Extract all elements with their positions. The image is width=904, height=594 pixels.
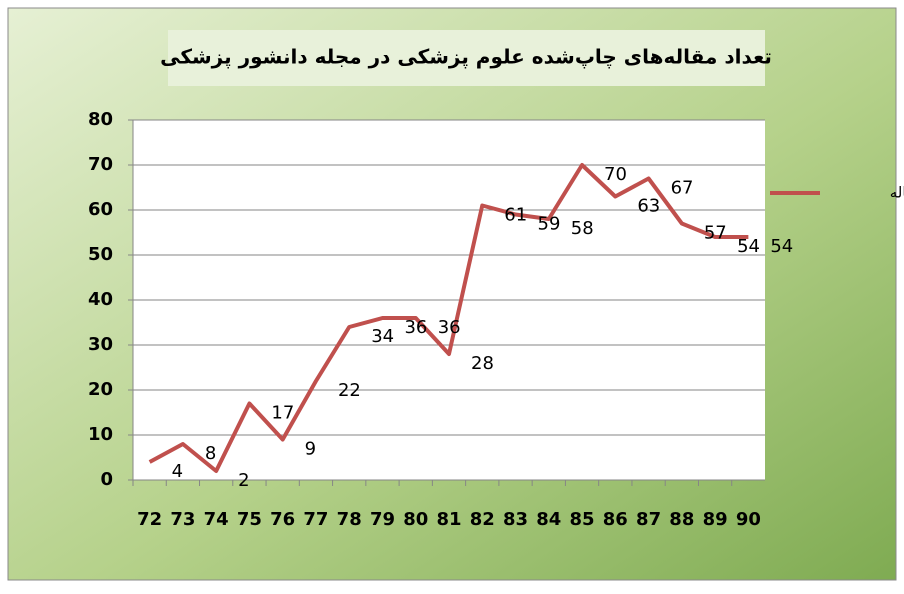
x-tick-label: 72 bbox=[137, 509, 162, 530]
y-tick-label: 50 bbox=[88, 244, 113, 265]
x-tick-label: 84 bbox=[536, 509, 561, 530]
data-label: 61 bbox=[504, 205, 527, 226]
x-tick-label: 83 bbox=[503, 509, 528, 530]
x-tick-label: 90 bbox=[736, 509, 761, 530]
x-tick-label: 85 bbox=[570, 509, 595, 530]
x-tick-label: 78 bbox=[337, 509, 362, 530]
data-label: 34 bbox=[371, 326, 394, 347]
x-tick-label: 76 bbox=[270, 509, 295, 530]
data-label: 2 bbox=[238, 470, 249, 491]
y-tick-label: 40 bbox=[88, 289, 113, 310]
data-label: 57 bbox=[704, 223, 727, 244]
x-tick-label: 75 bbox=[237, 509, 262, 530]
x-tick-label: 79 bbox=[370, 509, 395, 530]
data-label: 28 bbox=[471, 353, 494, 374]
y-tick-label: 80 bbox=[88, 109, 113, 130]
data-label: 54 bbox=[770, 236, 793, 257]
x-tick-label: 77 bbox=[303, 509, 328, 530]
x-tick-label: 74 bbox=[204, 509, 229, 530]
data-label: 59 bbox=[538, 214, 561, 235]
y-tick-label: 20 bbox=[88, 379, 113, 400]
x-tick-label: 73 bbox=[170, 509, 195, 530]
x-tick-label: 87 bbox=[636, 509, 661, 530]
y-tick-label: 0 bbox=[100, 469, 113, 490]
x-tick-label: 86 bbox=[603, 509, 628, 530]
data-label: 54 bbox=[737, 236, 760, 257]
x-tick-label: 88 bbox=[669, 509, 694, 530]
y-tick-label: 30 bbox=[88, 334, 113, 355]
legend-label: تعداد مقاله bbox=[890, 184, 904, 202]
data-label: 4 bbox=[172, 461, 183, 482]
data-label: 8 bbox=[205, 443, 216, 464]
data-label: 22 bbox=[338, 380, 361, 401]
data-label: 63 bbox=[637, 196, 660, 217]
x-tick-label: 80 bbox=[403, 509, 428, 530]
y-tick-label: 60 bbox=[88, 199, 113, 220]
chart-title: تعداد مقاله‌های چاپ‌شده علوم پزشکی در مج… bbox=[160, 45, 772, 70]
data-label: 58 bbox=[571, 218, 594, 239]
data-label: 67 bbox=[671, 178, 694, 199]
x-tick-label: 82 bbox=[470, 509, 495, 530]
series-line bbox=[148, 163, 749, 473]
data-label: 36 bbox=[404, 317, 427, 338]
data-label: 17 bbox=[271, 403, 294, 424]
data-label: 9 bbox=[305, 439, 316, 460]
x-tick-label: 81 bbox=[436, 509, 461, 530]
title-box bbox=[168, 30, 765, 86]
y-tick-label: 10 bbox=[88, 424, 113, 445]
x-tick-label: 89 bbox=[703, 509, 728, 530]
y-tick-label: 70 bbox=[88, 154, 113, 175]
data-label: 70 bbox=[604, 164, 627, 185]
data-label: 36 bbox=[438, 317, 461, 338]
